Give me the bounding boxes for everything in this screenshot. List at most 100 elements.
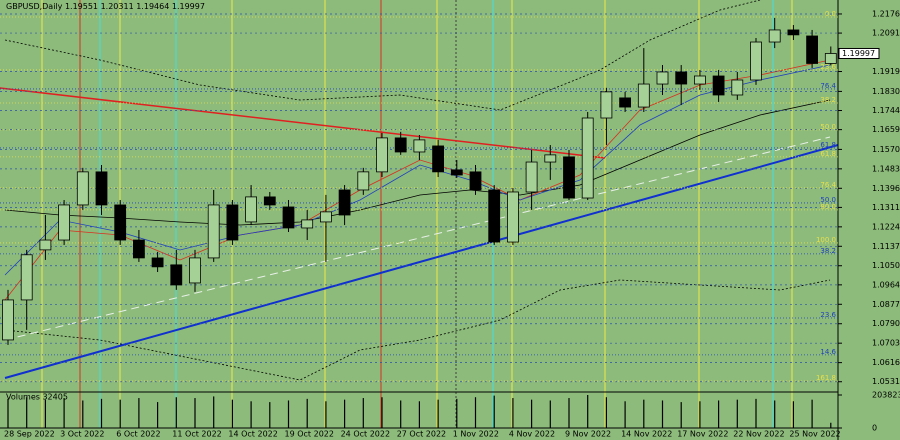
- candle-body: [731, 79, 744, 96]
- candle-body: [488, 189, 501, 243]
- candle-body: [151, 257, 164, 268]
- volume-tick-label: 203823: [872, 391, 900, 400]
- moving-average: [4, 64, 831, 276]
- y-tick-label: 1.21765: [872, 9, 900, 18]
- candle-body: [263, 196, 276, 206]
- trendline: [4, 144, 839, 379]
- candle-body: [376, 137, 388, 173]
- close-value: 1.19997: [172, 2, 205, 11]
- level-label: 161.8: [816, 374, 836, 382]
- level-label: 23.6: [820, 311, 836, 319]
- y-tick-label: 1.07905: [872, 319, 900, 328]
- candle-body: [544, 154, 557, 163]
- y-tick-label: 1.07035: [872, 339, 900, 348]
- candle-body: [170, 264, 183, 286]
- band: [4, 279, 831, 381]
- candle-body: [581, 117, 594, 199]
- candle-body: [619, 97, 631, 108]
- y-tick-label: 1.06165: [872, 358, 900, 367]
- x-tick-label: 27 Oct 2022: [397, 430, 446, 439]
- candle-body: [413, 139, 426, 153]
- y-tick-label: 1.16590: [872, 125, 900, 134]
- y-tick-label: 1.17445: [872, 106, 900, 115]
- y-tick-label: 1.08775: [872, 300, 900, 309]
- y-tick-label: 1.15705: [872, 145, 900, 154]
- chart-header: GBPUSD,Daily 1.19551 1.20311 1.19464 1.1…: [6, 2, 205, 11]
- y-tick-label: 1.12240: [872, 222, 900, 231]
- x-tick-label: 11 Oct 2022: [172, 430, 221, 439]
- volume-tick-label: 0: [872, 424, 877, 433]
- trendline: [4, 136, 831, 341]
- candle-body: [506, 191, 519, 243]
- candle-body: [58, 204, 70, 241]
- candle-body: [338, 189, 351, 216]
- x-tick-label: 6 Oct 2022: [116, 430, 160, 439]
- candle-body: [563, 156, 575, 199]
- x-tick-label: 1 Nov 2022: [453, 430, 499, 439]
- x-tick-label: 3 Oct 2022: [60, 430, 104, 439]
- candle-body: [95, 171, 108, 206]
- x-tick-label: 17 Nov 2022: [677, 430, 728, 439]
- candle-body: [824, 53, 837, 64]
- candle-body: [357, 171, 370, 191]
- level-label: 23.6: [820, 63, 836, 71]
- x-tick-label: 28 Sep 2022: [4, 430, 55, 439]
- x-tick-label: 14 Nov 2022: [621, 430, 672, 439]
- level-label: 61.8: [820, 141, 836, 149]
- high-value: 1.20311: [101, 2, 134, 11]
- candle-body: [76, 171, 89, 206]
- moving-average: [4, 99, 831, 226]
- candle-body: [656, 71, 669, 85]
- candle-body: [675, 71, 688, 85]
- trendline: [0, 87, 606, 159]
- level-label: 50.0: [820, 196, 836, 204]
- candle-body: [39, 239, 52, 251]
- candle-body: [132, 239, 145, 259]
- candle-body: [245, 196, 258, 223]
- candle-body: [282, 206, 295, 229]
- symbol: GBPUSD,Daily: [6, 2, 63, 11]
- candle-body: [189, 257, 201, 284]
- level-label: 61.8: [820, 150, 836, 158]
- candle-body: [207, 204, 220, 259]
- candle-body: [20, 254, 33, 301]
- candle-body: [226, 204, 239, 241]
- y-tick-label: 1.14835: [872, 164, 900, 173]
- candle-body: [469, 171, 482, 191]
- y-tick-label: 1.13110: [872, 203, 900, 212]
- candle-body: [319, 211, 332, 223]
- level-label: 76.4: [820, 181, 836, 189]
- level-label: 50.0: [820, 123, 836, 131]
- level-label: 14.6: [820, 348, 836, 356]
- x-tick-label: 22 Nov 2022: [733, 430, 784, 439]
- x-tick-label: 24 Oct 2022: [341, 430, 390, 439]
- candle-body: [2, 299, 14, 341]
- candle-body: [114, 204, 127, 241]
- candle-body: [394, 137, 407, 153]
- candle-body: [301, 219, 314, 229]
- y-tick-label: 1.20910: [872, 29, 900, 38]
- level-label: 100.0: [816, 236, 836, 244]
- level-label: 38.2: [820, 247, 836, 255]
- candle-body: [600, 91, 613, 119]
- y-tick-label: 1.13965: [872, 184, 900, 193]
- y-tick-label: 1.09645: [872, 280, 900, 289]
- candle-body: [787, 29, 800, 36]
- candle-body: [750, 41, 762, 81]
- low-value: 1.19464: [136, 2, 169, 11]
- y-tick-label: 1.18300: [872, 87, 900, 96]
- candle-body: [637, 83, 650, 108]
- candle-body: [712, 75, 725, 96]
- candle-body: [525, 161, 538, 193]
- level-label: 80.0: [820, 203, 836, 211]
- candle-body: [806, 35, 818, 64]
- x-tick-label: 9 Nov 2022: [565, 430, 611, 439]
- y-tick-label: 1.19190: [872, 67, 900, 76]
- level-label: 38.2: [820, 96, 836, 104]
- x-tick-label: 14 Oct 2022: [228, 430, 277, 439]
- x-tick-label: 25 Nov 2022: [789, 430, 840, 439]
- open-value: 1.19551: [65, 2, 98, 11]
